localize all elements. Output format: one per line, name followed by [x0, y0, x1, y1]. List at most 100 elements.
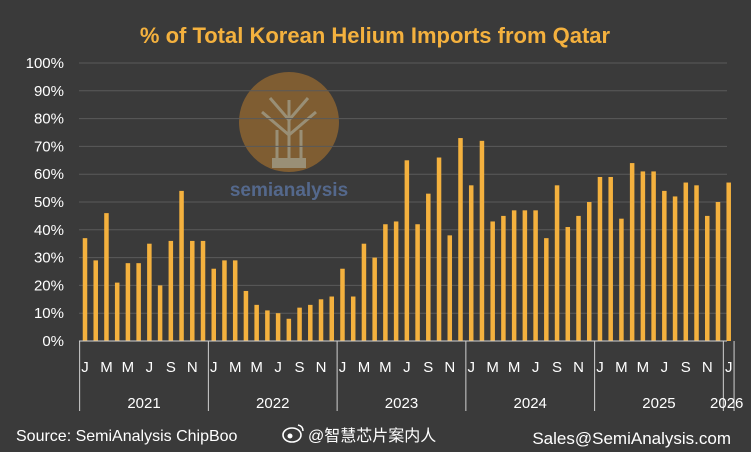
x-month-label: J: [146, 359, 154, 376]
bar: [704, 215, 710, 341]
logo-wordmark: semianalysis: [230, 180, 348, 201]
x-month-label: N: [187, 359, 198, 376]
x-month-label: S: [552, 359, 562, 376]
x-month-label: J: [596, 359, 604, 376]
y-tick-label: 50%: [34, 194, 64, 211]
x-month-label: M: [379, 359, 392, 376]
x-month-label: M: [122, 359, 135, 376]
y-tick-label: 80%: [34, 111, 64, 128]
bar: [490, 221, 495, 341]
bar: [232, 260, 238, 341]
bar: [104, 213, 109, 341]
x-month-label: N: [444, 359, 455, 376]
bar: [640, 171, 646, 341]
bar: [415, 224, 420, 341]
x-month-label: S: [295, 359, 305, 376]
bar: [222, 260, 227, 341]
x-month-label: M: [229, 359, 242, 376]
bar: [447, 235, 453, 341]
bar: [275, 313, 281, 341]
bar: [608, 176, 613, 341]
bar: [597, 176, 603, 341]
bar: [619, 218, 624, 341]
bar: [157, 285, 163, 341]
bar: [243, 290, 249, 341]
bar: [468, 185, 474, 341]
weibo-handle: @智慧芯片案内人: [308, 427, 436, 445]
bar: [544, 238, 549, 341]
y-tick-label: 100%: [26, 55, 64, 72]
x-month-label: J: [403, 359, 411, 376]
bar: [683, 182, 689, 341]
source-note: Source: SemiAnalysis ChipBoo: [16, 428, 238, 445]
x-month-label: J: [81, 359, 89, 376]
x-year-label: 2025: [642, 395, 675, 412]
x-month-label: S: [423, 359, 433, 376]
bar: [125, 263, 131, 341]
x-month-label: M: [100, 359, 113, 376]
y-axis-ticks: 0% 10% 20% 30% 40% 50% 60% 70% 80% 90% 100%: [26, 55, 64, 350]
bar: [554, 185, 560, 341]
weibo-icon: [282, 424, 304, 443]
bar: [350, 296, 356, 341]
bar: [254, 304, 259, 341]
y-tick-label: 60%: [34, 166, 64, 183]
bars: [82, 138, 731, 341]
bar: [511, 210, 517, 341]
footer: Source: SemiAnalysis ChipBoo @智慧芯片案内人 Sa…: [16, 424, 731, 448]
bar: [522, 210, 528, 341]
semianalysis-logo: semianalysis: [230, 72, 348, 201]
bar: [458, 138, 463, 341]
x-year-label: 2023: [385, 395, 418, 412]
bar: [265, 310, 270, 341]
gridlines: [79, 62, 727, 342]
y-tick-label: 0%: [42, 333, 64, 350]
bar: [715, 202, 721, 341]
bar: [286, 318, 292, 341]
x-month-label: M: [637, 359, 650, 376]
bar: [190, 240, 195, 341]
x-month-label: J: [467, 359, 475, 376]
bar: [136, 263, 141, 341]
bar: [565, 227, 571, 341]
bar: [393, 221, 399, 341]
y-tick-label: 90%: [34, 83, 64, 100]
x-month-label: M: [250, 359, 263, 376]
bar: [318, 299, 324, 341]
bar: [200, 240, 206, 341]
y-tick-label: 10%: [34, 305, 64, 322]
bar: [426, 193, 431, 341]
bar: [329, 296, 335, 341]
x-year-label: 2024: [514, 395, 547, 412]
bar: [168, 240, 174, 341]
bar: [479, 140, 485, 341]
x-month-label: S: [166, 359, 176, 376]
bar: [82, 238, 88, 341]
bar: [662, 190, 667, 341]
x-month-label: M: [486, 359, 499, 376]
x-month-label: J: [661, 359, 669, 376]
bar: [147, 243, 152, 341]
x-month-label: J: [532, 359, 540, 376]
bar: [694, 185, 699, 341]
x-month-label: N: [702, 359, 713, 376]
chart-title: % of Total Korean Helium Imports from Qa…: [140, 23, 611, 48]
x-month-label: J: [339, 359, 347, 376]
bar: [179, 190, 184, 341]
y-tick-label: 20%: [34, 277, 64, 294]
bar: [533, 210, 538, 341]
bar: [383, 224, 388, 341]
bar: [372, 257, 377, 341]
bar: [576, 215, 581, 341]
bar: [93, 260, 98, 341]
y-tick-label: 30%: [34, 250, 64, 267]
bar: [629, 163, 635, 341]
y-tick-label: 40%: [34, 222, 64, 239]
x-month-label: N: [316, 359, 327, 376]
bar: [501, 215, 506, 341]
sales-contact: Sales@SemiAnalysis.com: [532, 429, 731, 448]
bar: [361, 243, 367, 341]
bar: [308, 304, 313, 341]
